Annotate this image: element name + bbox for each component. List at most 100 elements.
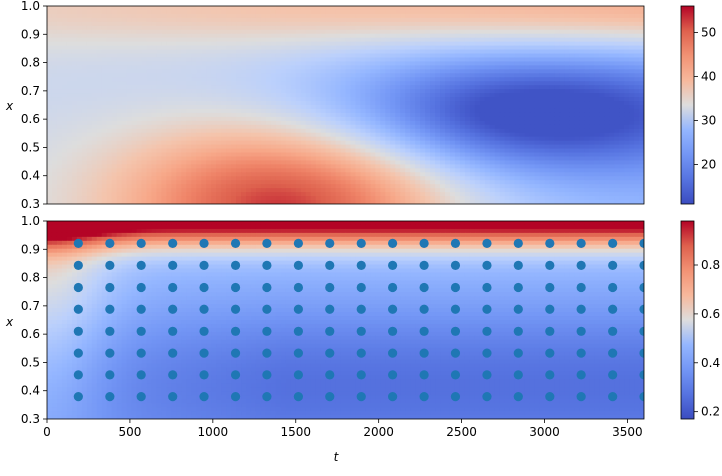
heatmap-cell bbox=[166, 160, 172, 165]
heatmap-cell bbox=[410, 152, 416, 158]
heatmap-cell bbox=[514, 13, 521, 19]
heatmap-cell bbox=[285, 128, 292, 134]
heatmap-cell bbox=[146, 85, 153, 90]
heatmap-cell bbox=[544, 164, 551, 169]
heatmap-cell bbox=[136, 77, 143, 82]
heatmap-cell bbox=[350, 164, 357, 169]
heatmap-cell bbox=[186, 160, 192, 165]
heatmap-cell bbox=[231, 49, 237, 55]
heatmap-cell bbox=[126, 120, 133, 126]
heatmap-cell bbox=[201, 89, 207, 94]
heatmap-cell bbox=[524, 160, 531, 165]
heatmap-cell bbox=[260, 144, 267, 150]
heatmap-cell bbox=[459, 97, 466, 102]
heatmap-cell bbox=[634, 93, 640, 98]
heatmap-cell bbox=[425, 13, 431, 19]
heatmap-cell bbox=[574, 148, 580, 154]
heatmap-cell bbox=[425, 97, 431, 102]
heatmap-cell bbox=[330, 45, 337, 51]
heatmap-cell bbox=[629, 49, 635, 55]
heatmap-cell bbox=[246, 37, 252, 43]
heatmap-cell bbox=[425, 124, 431, 130]
heatmap-cell bbox=[629, 69, 635, 74]
heatmap-cell bbox=[61, 144, 68, 150]
heatmap-cell bbox=[519, 9, 526, 15]
heatmap-cell bbox=[584, 53, 590, 59]
heatmap-cell bbox=[425, 61, 431, 66]
heatmap-cell bbox=[236, 128, 242, 134]
heatmap-cell bbox=[415, 136, 421, 142]
heatmap-cell bbox=[440, 160, 446, 165]
heatmap-cell bbox=[181, 9, 187, 15]
heatmap-cell bbox=[350, 85, 357, 90]
heatmap-cell bbox=[509, 61, 516, 66]
heatmap-cell bbox=[539, 120, 546, 126]
heatmap-cell bbox=[191, 73, 197, 78]
heatmap-cell bbox=[380, 97, 386, 102]
heatmap-cell bbox=[499, 105, 506, 110]
heatmap-cell bbox=[136, 89, 143, 94]
heatmap-cell bbox=[534, 81, 541, 86]
heatmap-cell bbox=[584, 156, 590, 162]
heatmap-cell bbox=[484, 57, 491, 63]
heatmap-cell bbox=[599, 9, 605, 15]
heatmap-cell bbox=[216, 148, 222, 154]
heatmap-cell bbox=[489, 45, 496, 51]
heatmap-cell bbox=[604, 53, 610, 59]
heatmap-cell bbox=[509, 9, 516, 15]
heatmap-cell bbox=[435, 57, 441, 63]
heatmap-cell bbox=[474, 112, 481, 118]
heatmap-cell bbox=[509, 25, 516, 31]
heatmap-cell bbox=[325, 6, 332, 11]
heatmap-cell bbox=[236, 89, 242, 94]
heatmap-cell bbox=[156, 17, 163, 23]
heatmap-cell bbox=[285, 21, 292, 27]
heatmap-cell bbox=[265, 33, 272, 39]
heatmap-cell bbox=[569, 49, 575, 55]
heatmap-cell bbox=[280, 140, 287, 146]
heatmap-cell bbox=[619, 93, 625, 98]
heatmap-cell bbox=[499, 13, 506, 19]
heatmap-cell bbox=[554, 61, 561, 66]
heatmap-cell bbox=[340, 85, 347, 90]
heatmap-cell bbox=[514, 69, 521, 74]
heatmap-cell bbox=[464, 45, 471, 51]
heatmap-cell bbox=[499, 33, 506, 39]
heatmap-cell bbox=[425, 69, 431, 74]
heatmap-cell bbox=[509, 105, 516, 110]
heatmap-cell bbox=[589, 85, 595, 90]
heatmap-cell bbox=[305, 164, 312, 169]
heatmap-cell bbox=[96, 45, 103, 51]
heatmap-cell bbox=[315, 85, 322, 90]
heatmap-cell bbox=[509, 128, 516, 134]
heatmap-cell bbox=[340, 136, 347, 142]
heatmap-cell bbox=[246, 108, 252, 114]
heatmap-cell bbox=[246, 136, 252, 142]
heatmap-cell bbox=[290, 140, 297, 146]
heatmap-cell bbox=[71, 132, 78, 138]
heatmap-cell bbox=[315, 156, 322, 162]
heatmap-cell bbox=[350, 77, 357, 82]
heatmap-cell bbox=[231, 17, 237, 23]
heatmap-cell bbox=[47, 25, 53, 31]
heatmap-cell bbox=[191, 101, 197, 106]
heatmap-cell bbox=[66, 65, 73, 70]
heatmap-cell bbox=[66, 108, 73, 114]
heatmap-cell bbox=[226, 164, 232, 169]
heatmap-cell bbox=[634, 69, 640, 74]
heatmap-cell bbox=[499, 45, 506, 51]
heatmap-cell bbox=[315, 37, 322, 43]
heatmap-cell bbox=[474, 61, 481, 66]
heatmap-cell bbox=[400, 168, 406, 173]
heatmap-cell bbox=[250, 136, 257, 142]
heatmap-cell bbox=[131, 17, 138, 23]
heatmap-cell bbox=[47, 85, 53, 90]
heatmap-cell bbox=[81, 152, 88, 158]
heatmap-cell bbox=[445, 132, 451, 138]
heatmap-cell bbox=[609, 112, 615, 118]
heatmap-cell bbox=[559, 124, 565, 130]
heatmap-cell bbox=[624, 81, 630, 86]
heatmap-cell bbox=[310, 45, 317, 51]
heatmap-cell bbox=[325, 81, 332, 86]
heatmap-cell bbox=[96, 152, 103, 158]
